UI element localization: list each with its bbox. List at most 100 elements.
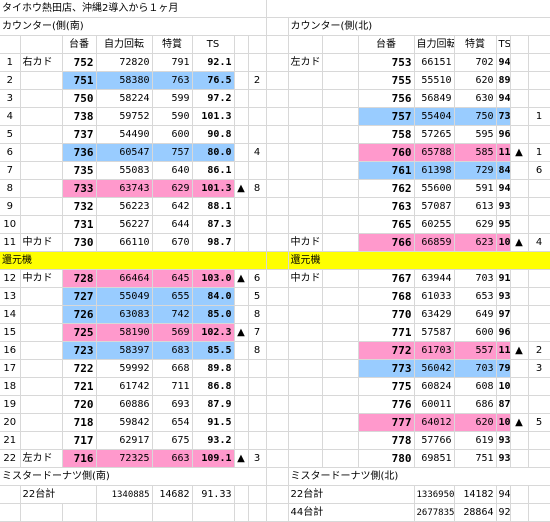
- position-label: [288, 215, 323, 234]
- spacer-cell: [248, 503, 267, 522]
- spacer-cell: [266, 179, 289, 198]
- machine-number: 738: [62, 107, 97, 126]
- spins-value: 59842: [96, 413, 153, 432]
- special-value: 668: [152, 359, 193, 378]
- machine-number: 775: [358, 377, 415, 396]
- ts-value: 95.8: [496, 215, 511, 234]
- spins-value: 66151: [414, 53, 455, 72]
- col-header-spins-north: 自力回転: [414, 35, 455, 54]
- position-label: [288, 323, 323, 342]
- ts-value: 80.0: [192, 143, 235, 162]
- band-label-north: 還元機: [288, 251, 550, 270]
- spacer-cell: [152, 503, 193, 522]
- special-value: 757: [152, 143, 193, 162]
- row-number: 11: [0, 233, 21, 252]
- triangle-icon: ▲: [510, 233, 529, 252]
- machine-number: 755: [358, 71, 415, 90]
- col-header-special-south: 特賞: [152, 35, 193, 54]
- rank-number: [248, 89, 267, 108]
- triangle-icon: ▲: [510, 341, 529, 360]
- machine-number: 770: [358, 305, 415, 324]
- table-row: 11中カド7306611067098.7中カド76666859623107.3▲…: [0, 233, 550, 252]
- rank-number: 6: [528, 161, 550, 180]
- rank-number: [248, 431, 267, 450]
- special-value: 654: [152, 413, 193, 432]
- position-label: [20, 125, 63, 144]
- rank-number: [528, 125, 550, 144]
- spacer-cell: [96, 503, 153, 522]
- special-value: 585: [454, 143, 497, 162]
- ts-value: 102.3: [192, 323, 235, 342]
- ts-value: 107.3: [496, 233, 511, 252]
- special-value: 595: [454, 125, 497, 144]
- spacer-cell: [528, 485, 550, 504]
- spacer-cell: [234, 503, 249, 522]
- rank-number: 4: [528, 233, 550, 252]
- machine-number: 780: [358, 449, 415, 468]
- rank-number: [528, 197, 550, 216]
- ts-value: 97.2: [192, 89, 235, 108]
- machine-number: 756: [358, 89, 415, 108]
- triangle-icon: [234, 197, 249, 216]
- position-label: [20, 143, 63, 162]
- total-label: 22台計: [20, 485, 97, 504]
- spacer-cell: [322, 89, 359, 108]
- position-label: [20, 197, 63, 216]
- special-value: 686: [454, 395, 497, 414]
- rank-number: 5: [528, 413, 550, 432]
- table-row: 12中カド72866464645103.0▲6中カド7676394470391.…: [0, 269, 550, 288]
- spins-value: 61398: [414, 161, 455, 180]
- machine-number: 726: [62, 305, 97, 324]
- footer-label-north: ミスタードーナツ側(北): [288, 467, 550, 486]
- col-header-spins-south: 自力回転: [96, 35, 153, 54]
- ts-value: 76.5: [192, 71, 235, 90]
- special-value: 663: [152, 449, 193, 468]
- spins-value: 66859: [414, 233, 455, 252]
- column-header-row: 台番 自力回転 特賞 TS 台番 自力回転 特賞 TS: [0, 35, 550, 54]
- special-value: 742: [152, 305, 193, 324]
- triangle-icon: [234, 233, 249, 252]
- spacer-cell: [322, 179, 359, 198]
- ts-value: 90.8: [192, 125, 235, 144]
- spins-value: 72325: [96, 449, 153, 468]
- special-value: 591: [454, 179, 497, 198]
- spins-value: 64012: [414, 413, 455, 432]
- spins-value: 58397: [96, 341, 153, 360]
- spacer-cell: [234, 485, 249, 504]
- triangle-icon: [510, 53, 529, 72]
- spacer-cell: [266, 431, 289, 450]
- spins-value: 56849: [414, 89, 455, 108]
- rank-number: [528, 305, 550, 324]
- rank-number: [248, 197, 267, 216]
- spins-value: 55404: [414, 107, 455, 126]
- spacer-cell: [528, 503, 550, 522]
- machine-number: 721: [62, 377, 97, 396]
- rank-number: 5: [248, 287, 267, 306]
- spins-value: 58190: [96, 323, 153, 342]
- triangle-icon: [510, 215, 529, 234]
- spins-value: 55049: [96, 287, 153, 306]
- spacer-cell: [322, 107, 359, 126]
- total44-ts: 92.77: [496, 503, 511, 522]
- spacer-cell: [322, 197, 359, 216]
- rank-number: [528, 287, 550, 306]
- triangle-icon: [510, 179, 529, 198]
- ts-value: 91.5: [192, 413, 235, 432]
- ts-value: 86.8: [192, 377, 235, 396]
- position-label: [288, 449, 323, 468]
- footer-row: ミスタードーナツ側(南) ミスタードーナツ側(北): [0, 467, 550, 486]
- ts-value: 101.3: [192, 179, 235, 198]
- special-value: 683: [152, 341, 193, 360]
- special-value: 599: [152, 89, 193, 108]
- rank-number: [528, 215, 550, 234]
- triangle-icon: [510, 89, 529, 108]
- position-label: 中カド: [20, 269, 63, 288]
- row-number: 4: [0, 107, 21, 126]
- position-label: [20, 287, 63, 306]
- ts-value: 110.8: [496, 341, 511, 360]
- col-header-machine-north: 台番: [358, 35, 415, 54]
- ts-value: 109.1: [192, 449, 235, 468]
